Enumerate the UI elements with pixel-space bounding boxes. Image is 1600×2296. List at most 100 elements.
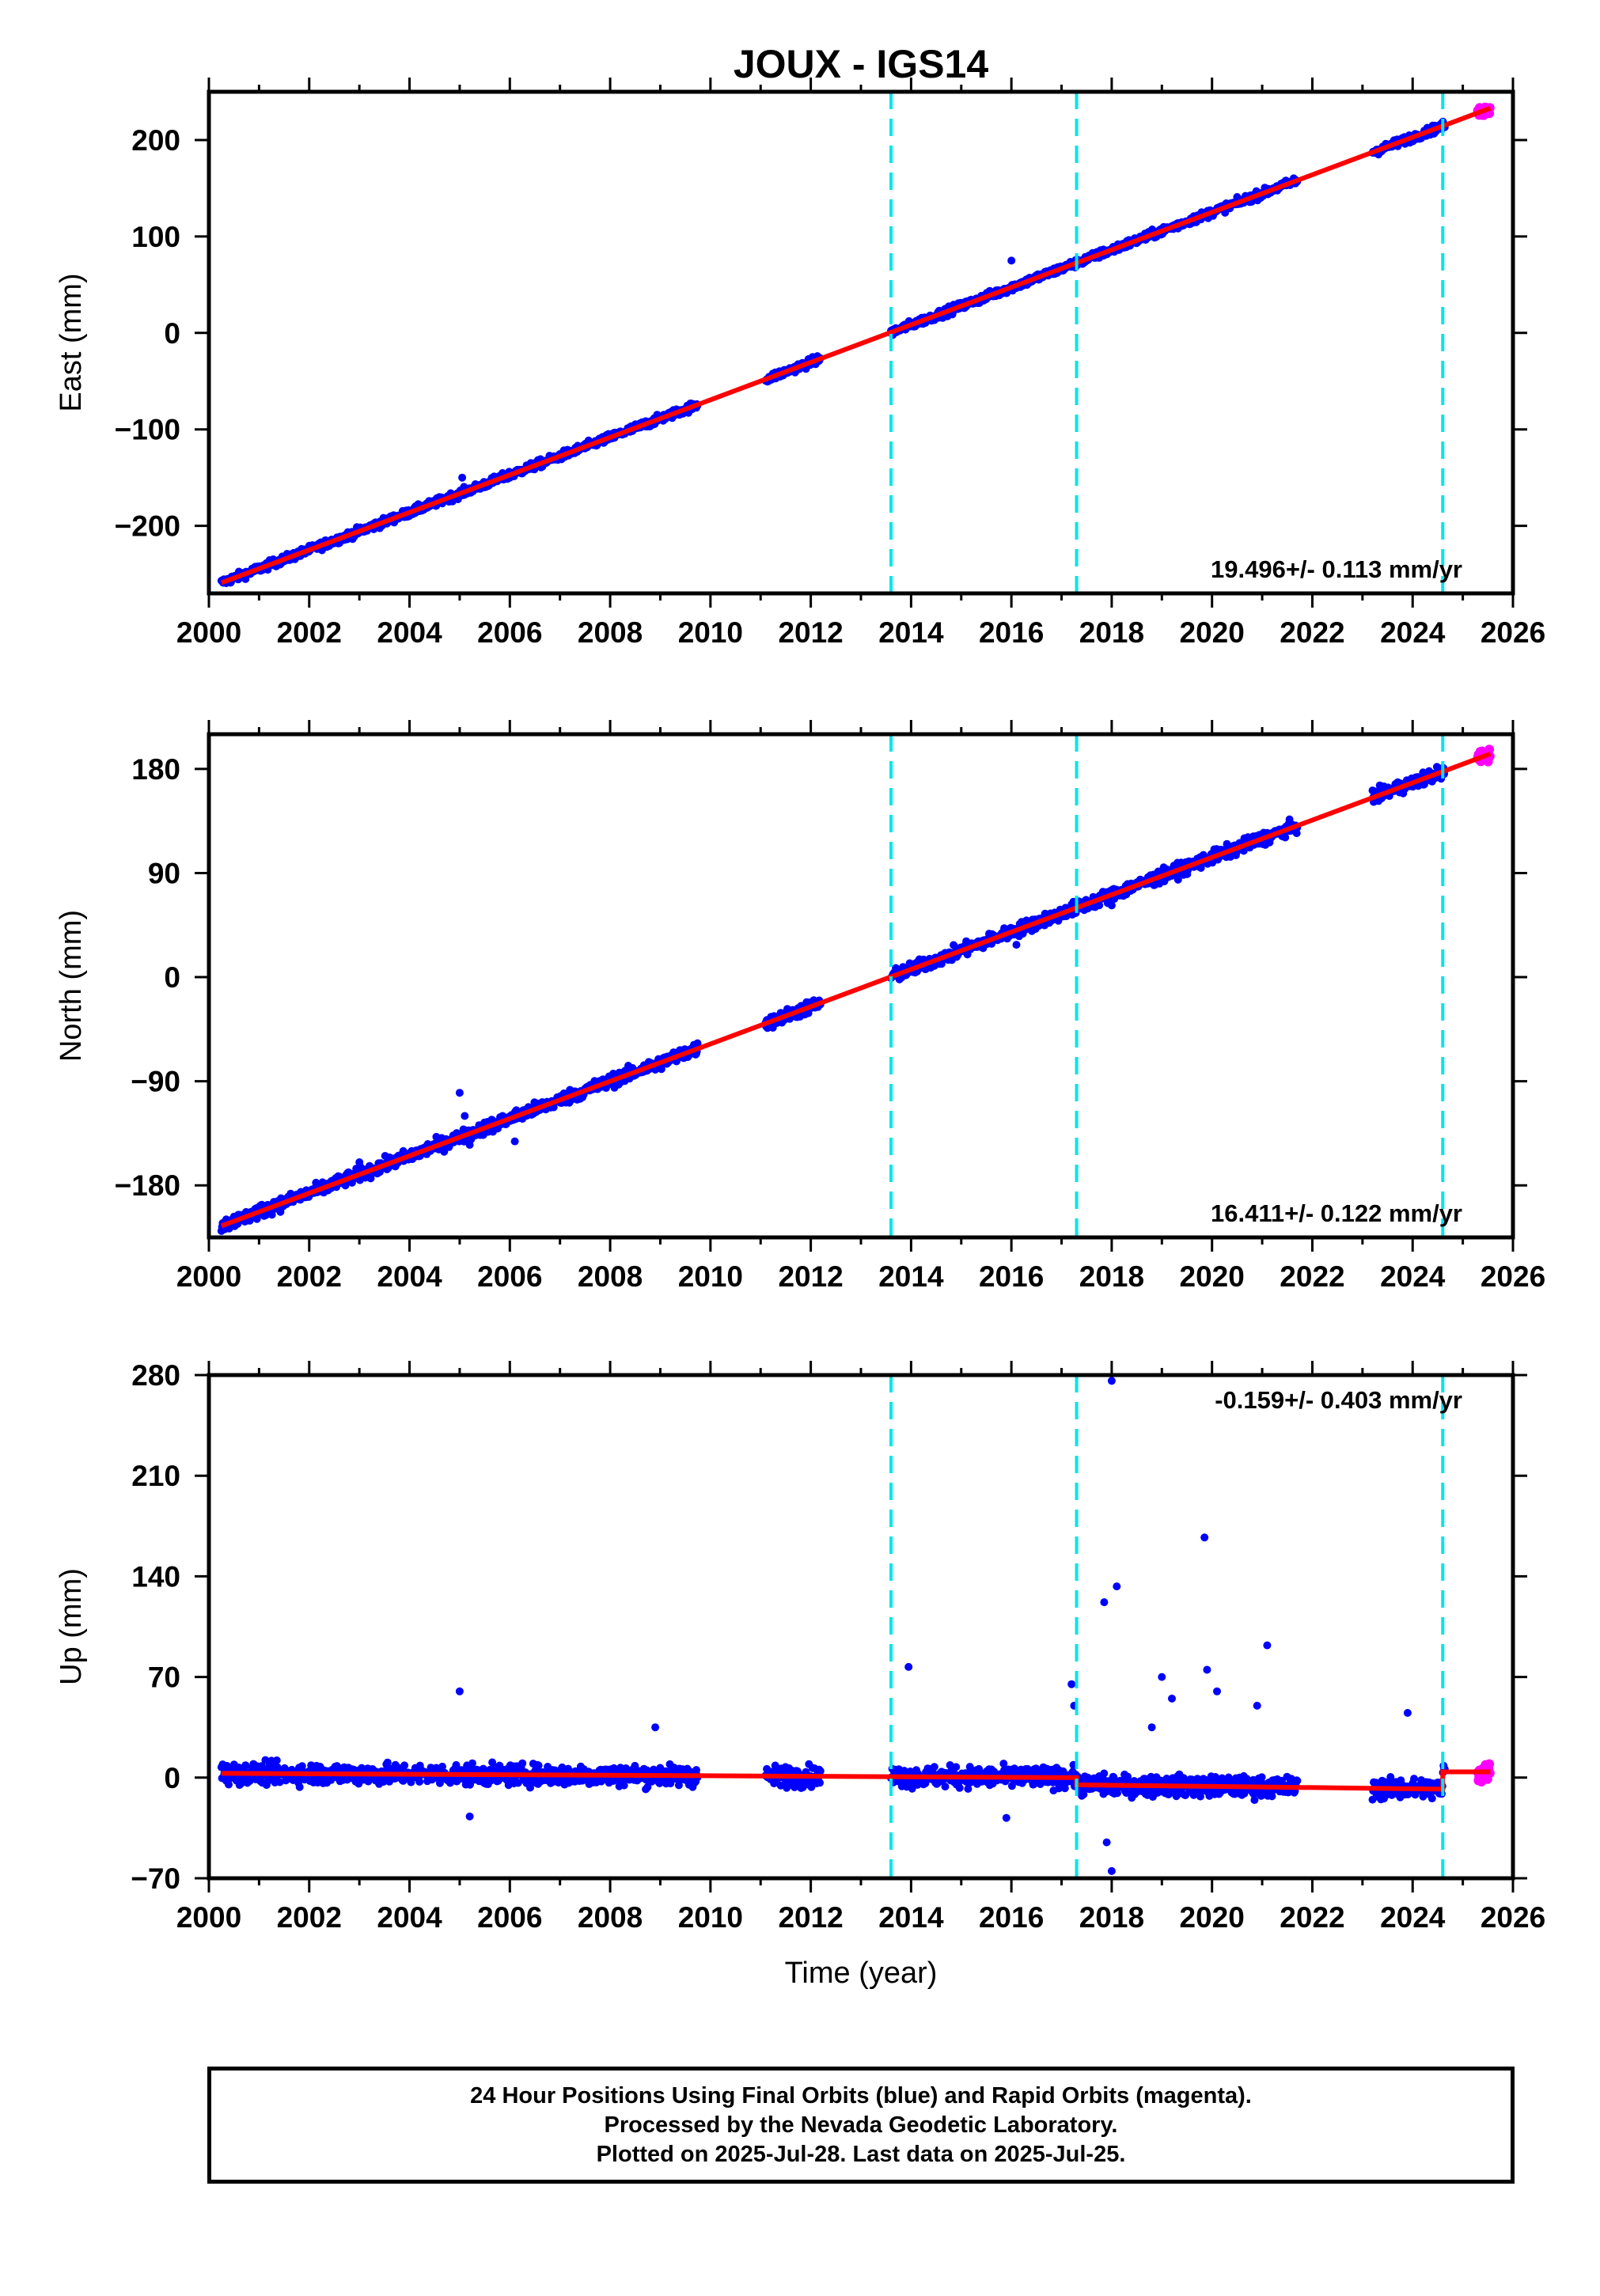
outlier-point <box>1113 1582 1121 1591</box>
x-tick-label: 2018 <box>1079 1260 1144 1293</box>
velocity-label-east: 19.496+/- 0.113 mm/yr <box>1211 555 1462 583</box>
outlier-point <box>461 1112 469 1120</box>
x-tick-label: 2010 <box>678 616 743 649</box>
x-tick-label: 2018 <box>1079 1901 1144 1934</box>
outlier-point <box>651 1723 660 1732</box>
y-tick-label: 0 <box>164 961 180 994</box>
x-tick-label: 2000 <box>176 616 241 649</box>
outlier-point <box>1012 941 1021 949</box>
footer-line-3: Plotted on 2025-Jul-28. Last data on 202… <box>596 2141 1126 2167</box>
panel-north: 2000 2002 2004 2006 2008 2010 2012 2014 2016 2018… <box>55 720 1545 1293</box>
outlier-point <box>355 1158 364 1166</box>
x-tick-label: 2006 <box>477 1260 542 1293</box>
y-axis-title-north: North (mm) <box>55 910 88 1062</box>
x-tick-label: 2006 <box>477 616 542 649</box>
x-tick-label: 2020 <box>1180 616 1245 649</box>
x-tick-label: 2010 <box>678 1901 743 1934</box>
outlier-point <box>458 473 467 482</box>
x-tick-label: 2006 <box>477 1901 542 1934</box>
y-tick-label: −200 <box>115 510 180 543</box>
y-axis-title-up: Up (mm) <box>55 1568 88 1685</box>
outlier-point <box>465 1812 474 1821</box>
y-tick-label: −90 <box>131 1066 180 1098</box>
outlier-point <box>1107 1377 1116 1385</box>
x-tick-label: 2014 <box>878 616 944 649</box>
x-tick-label: 2008 <box>578 1260 643 1293</box>
y-tick-label: 140 <box>131 1560 180 1593</box>
outlier-point <box>1213 1687 1221 1695</box>
x-tick-label: 2004 <box>377 1901 442 1934</box>
outlier-point <box>1203 1665 1211 1674</box>
plot-area-north <box>217 744 1495 1235</box>
model-line-up <box>221 1769 1491 1792</box>
x-tick-label: 2020 <box>1180 1260 1245 1293</box>
y-tick-label: 280 <box>131 1359 180 1392</box>
x-tick-label: 2022 <box>1280 1901 1344 1934</box>
x-tick-label: 2024 <box>1380 1901 1446 1934</box>
footer-line-2: Processed by the Nevada Geodetic Laborat… <box>604 2112 1118 2138</box>
x-tick-label: 2002 <box>277 1260 342 1293</box>
outlier-point <box>1403 1709 1412 1717</box>
x-tick-label: 2002 <box>277 616 342 649</box>
outlier-point <box>1147 1723 1156 1732</box>
y-tick-label: −180 <box>115 1169 180 1202</box>
x-tick-label: 2020 <box>1180 1901 1245 1934</box>
y-tick-label: −70 <box>131 1862 180 1895</box>
y-tick-label: 90 <box>148 857 180 889</box>
model-line-east <box>220 105 1492 585</box>
model-line-north <box>220 752 1492 1229</box>
outlier-point <box>1107 901 1116 910</box>
x-tick-label: 2022 <box>1280 1260 1344 1293</box>
x-tick-label: 2008 <box>578 1901 643 1934</box>
x-tick-label: 2000 <box>176 1901 241 1934</box>
x-tick-label: 2016 <box>979 1901 1044 1934</box>
outlier-point <box>1253 1701 1261 1710</box>
y-tick-label: 200 <box>131 124 180 157</box>
outlier-point <box>904 1662 913 1671</box>
outlier-point <box>1107 1866 1116 1875</box>
x-tick-label: 2026 <box>1481 1260 1545 1293</box>
x-tick-label: 2014 <box>878 1260 944 1293</box>
frame-up <box>207 1373 1515 1881</box>
x-tick-label: 2008 <box>578 616 643 649</box>
x-tick-label: 2012 <box>778 1260 843 1293</box>
outlier-point <box>1002 1813 1010 1822</box>
final-orbit-points-up <box>217 1377 1449 1875</box>
x-tick-label: 2010 <box>678 1260 743 1293</box>
outlier-point <box>455 1687 464 1695</box>
x-tick-label: 2000 <box>176 1260 241 1293</box>
x-tick-label: 2026 <box>1481 616 1545 649</box>
x-tick-label: 2004 <box>377 1260 442 1293</box>
outlier-point <box>1263 1641 1272 1650</box>
chart-title: JOUX - IGS14 <box>734 42 989 86</box>
outlier-point <box>1168 1694 1176 1703</box>
y-tick-label: 180 <box>131 753 180 786</box>
outlier-point <box>1200 1533 1209 1542</box>
outlier-point <box>465 1141 474 1149</box>
outlier-point <box>1102 1838 1111 1847</box>
footer-line-1: 24 Hour Positions Using Final Orbits (bl… <box>470 2082 1252 2108</box>
plot-area-up <box>217 1377 1495 1875</box>
x-tick-label: 2012 <box>778 1901 843 1934</box>
outlier-point <box>1100 1598 1109 1607</box>
outlier-point <box>455 1089 464 1097</box>
outlier-point <box>510 1137 519 1146</box>
y-tick-label: −100 <box>115 414 180 446</box>
velocity-label-north: 16.411+/- 0.122 mm/yr <box>1211 1199 1462 1227</box>
x-axis-title: Time (year) <box>785 1957 938 1990</box>
y-axis-title-east: East (mm) <box>55 273 88 411</box>
outlier-point <box>1158 1673 1166 1681</box>
x-tick-label: 2012 <box>778 616 843 649</box>
x-tick-label: 2024 <box>1380 616 1446 649</box>
x-tick-label: 2016 <box>979 616 1044 649</box>
y-tick-label: 210 <box>131 1460 180 1492</box>
x-tick-label: 2016 <box>979 1260 1044 1293</box>
y-tick-label: 70 <box>148 1661 180 1694</box>
velocity-label-up: -0.159+/- 0.403 mm/yr <box>1215 1386 1462 1414</box>
panel-up: 2000 2002 2004 2006 2008 2010 2012 2014 2016 2018… <box>55 1359 1545 1934</box>
footer-box: 24 Hour Positions Using Final Orbits (bl… <box>207 2067 1515 2184</box>
plot-area-east <box>217 102 1495 588</box>
x-tick-label: 2026 <box>1481 1901 1545 1934</box>
outlier-point <box>1067 1680 1076 1688</box>
